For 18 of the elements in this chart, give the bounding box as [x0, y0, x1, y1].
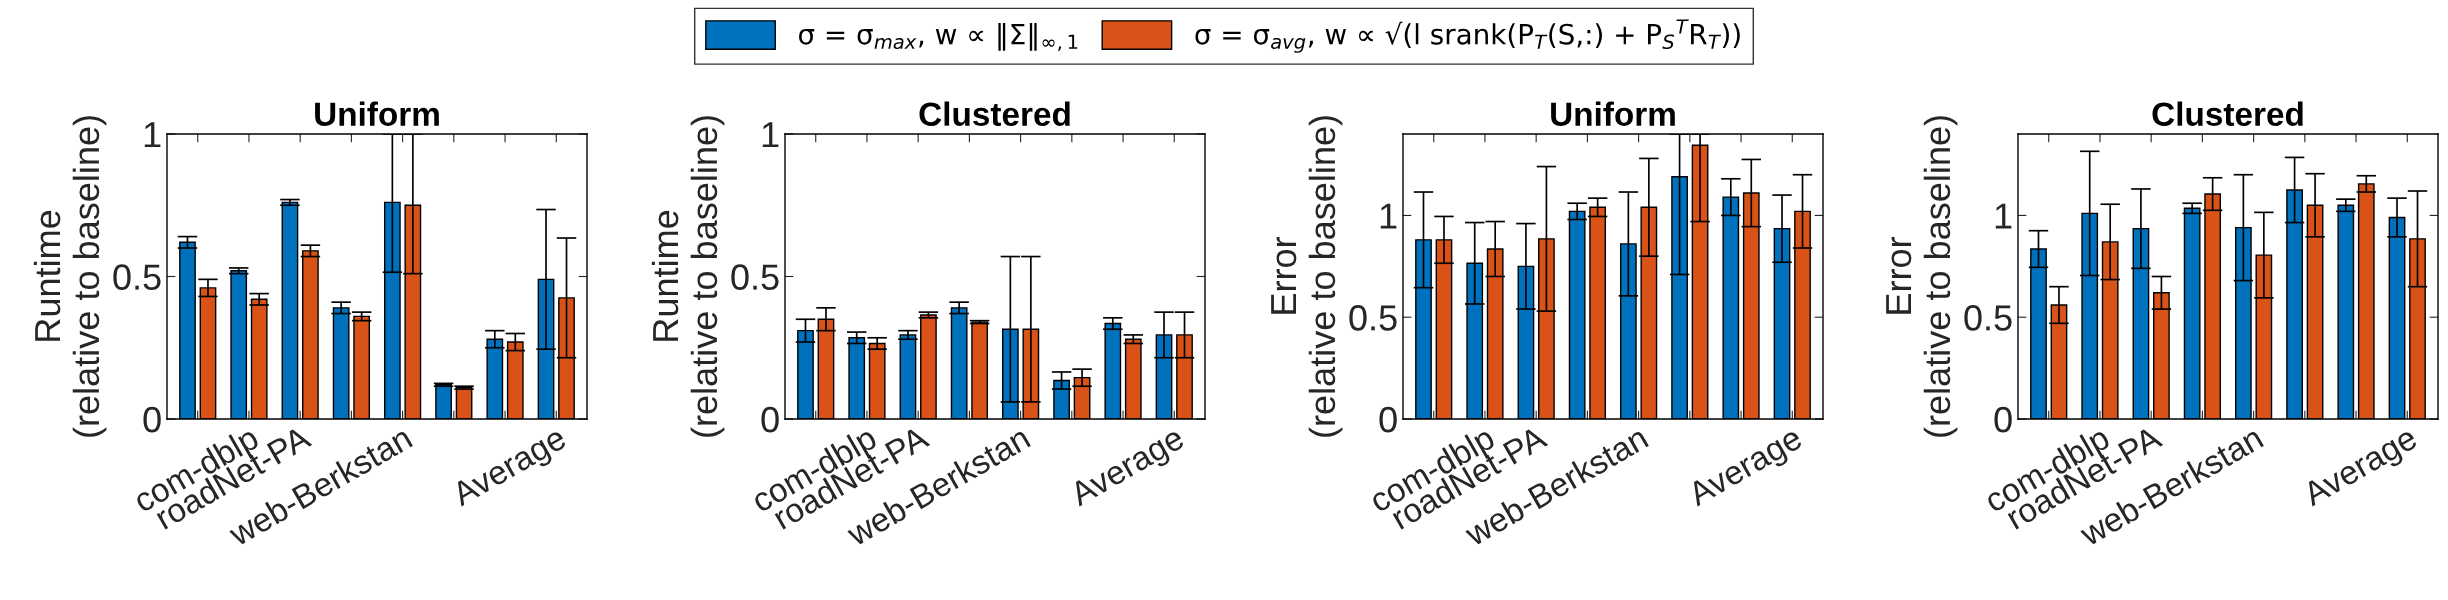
chart-title: Clustered	[2152, 101, 2303, 126]
legend-label: σ = σ$_{max}$, w ∝ ‖Σ‖$_{∞,1}$	[799, 23, 1078, 52]
y-tick-label: 0.5	[113, 264, 161, 290]
chart-title: Clustered	[919, 101, 1070, 126]
y-tick-label: 1	[762, 122, 779, 148]
y-tick-label: 0.5	[731, 264, 779, 290]
y-tick-label: 0.5	[1349, 305, 1397, 331]
y-axis-title: Error (relative to baseline)	[1271, 116, 1343, 437]
y-tick-label: 0.5	[1964, 305, 2012, 331]
y-tick-label: 1	[1380, 203, 1397, 229]
y-axis-title: Runtime (relative to baseline)	[651, 116, 725, 437]
text: σ = σ$_{avg}$, w ∝ √(l srank(P$_{T}$(S,:) + P$_{S}$$^{T}$R$_{T}$))	[1195, 19, 1740, 53]
chart-title: Uniform	[315, 101, 439, 126]
chart-title: Uniform	[1551, 101, 1675, 126]
y-axis-title: Error (relative to baseline)	[1886, 116, 1958, 437]
y-tick-label: 1	[144, 122, 161, 148]
y-axis-title: Runtime (relative to baseline)	[33, 116, 107, 437]
y-tick-label: 1	[1995, 203, 2012, 229]
